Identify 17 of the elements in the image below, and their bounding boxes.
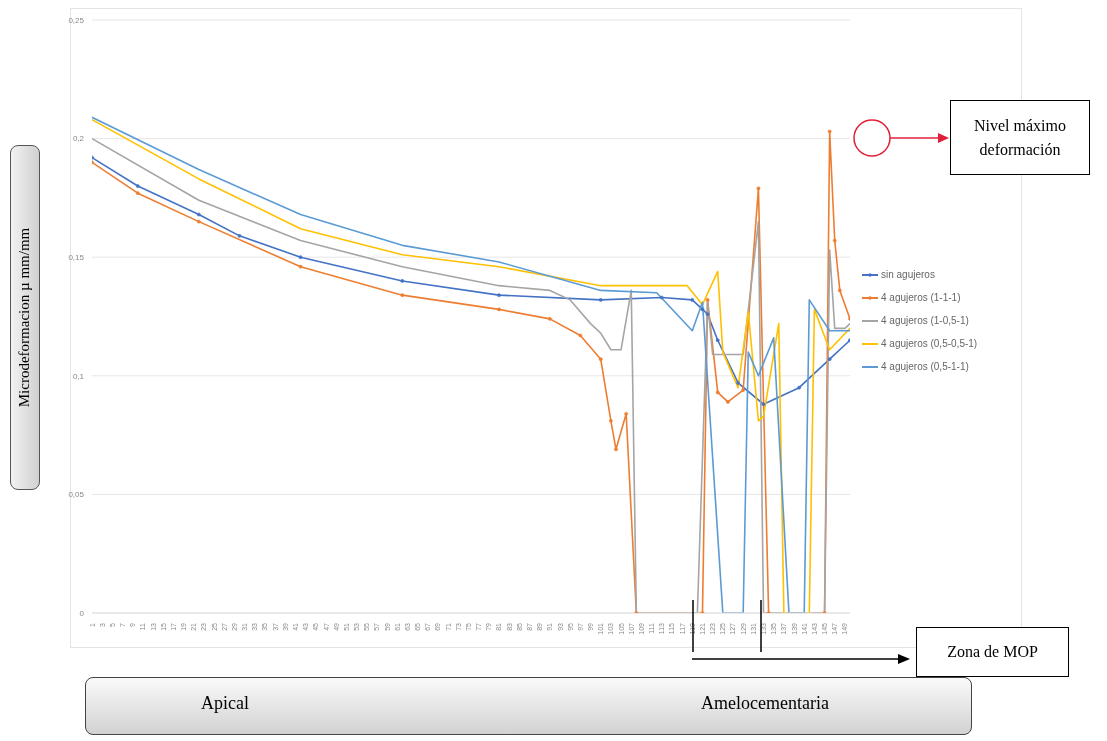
y-tick-label: 0 <box>79 608 85 618</box>
y-tick-label: 0,15 <box>68 253 85 263</box>
y-tick-label: 0,1 <box>72 371 85 381</box>
text: Amelocementaria <box>701 693 829 714</box>
text: Nivel máximo deformación <box>950 100 1090 175</box>
legend-label: 4 agujeros (0,5-1-1) <box>881 359 969 374</box>
legend-label: 4 agujeros (0,5-0,5-1) <box>881 336 978 351</box>
text: Zona de MOP <box>916 627 1069 677</box>
text: Apical <box>201 693 249 714</box>
y-tick-label: 0,25 <box>68 15 85 25</box>
line-series <box>92 155 850 407</box>
legend-label: 4 agujeros (1-1-1) <box>881 290 961 305</box>
legend-label: sin agujeros <box>881 267 935 282</box>
y-tick-label: 0,2 <box>72 134 85 144</box>
y-axis-title: Microdeformacion µ mm/mm <box>16 227 34 408</box>
y-tick-label: 0,05 <box>68 490 85 500</box>
legend-label: 4 agujeros (1-0,5-1) <box>881 313 969 328</box>
